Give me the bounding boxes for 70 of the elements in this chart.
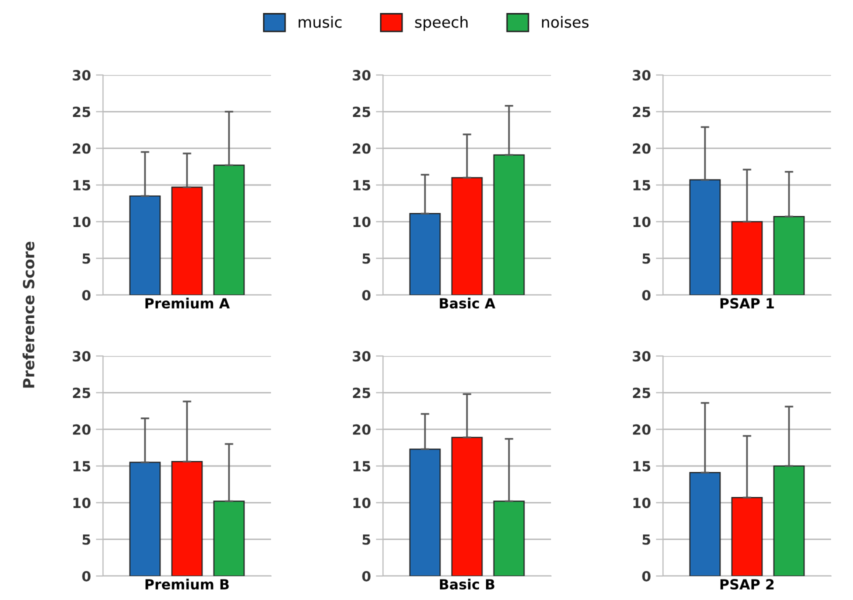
x-tick-label: Premium A — [145, 298, 230, 309]
y-tick-label: 15 — [353, 180, 370, 190]
y-tick-label: 25 — [352, 106, 370, 118]
bar — [451, 177, 483, 295]
bar — [689, 179, 721, 295]
y-tick-label: 20 — [352, 424, 371, 435]
y-tick-label: 10 — [353, 498, 371, 508]
bar — [493, 154, 525, 295]
y-tick-label: 25 — [632, 106, 650, 118]
bar — [731, 221, 763, 295]
bar — [213, 164, 245, 295]
y-tick-label: 10 — [73, 498, 91, 508]
y-tick-label: 25 — [632, 388, 650, 398]
y-tick-label: 0 — [642, 290, 651, 300]
y-tick-label: 0 — [362, 290, 371, 300]
bar — [451, 436, 483, 576]
y-tick-label: 15 — [73, 180, 90, 190]
bar — [171, 461, 203, 576]
y-tick-label: 30 — [632, 70, 651, 80]
bar — [773, 465, 805, 576]
y-tick-label: 15 — [633, 461, 650, 472]
bar — [171, 186, 203, 295]
y-tick-label: 30 — [632, 350, 651, 362]
y-tick-label: 25 — [72, 106, 90, 118]
bar — [731, 496, 763, 576]
y-tick-label: 5 — [642, 534, 650, 545]
bar — [409, 213, 441, 295]
y-tick-label: 5 — [82, 534, 90, 545]
y-tick-label: 15 — [353, 461, 370, 472]
legend-label: speech — [415, 16, 468, 31]
bar — [689, 472, 721, 576]
y-tick-label: 15 — [633, 180, 650, 190]
y-tick-label: 20 — [352, 143, 371, 154]
y-tick-label: 30 — [72, 350, 91, 362]
y-tick-label: 0 — [82, 290, 91, 300]
y-tick-label: 0 — [362, 570, 371, 582]
x-tick-label: Basic B — [440, 578, 494, 590]
y-tick-label: 15 — [73, 461, 90, 472]
y-axis-title: Preference Score — [22, 242, 34, 388]
bar — [493, 500, 525, 576]
y-tick-label: 25 — [72, 388, 90, 398]
y-tick-label: 0 — [642, 570, 651, 582]
y-tick-label: 25 — [352, 388, 370, 398]
x-tick-label: PSAP 1 — [720, 298, 774, 309]
y-tick-label: 30 — [352, 70, 371, 80]
bar — [129, 462, 161, 576]
bar — [773, 216, 805, 295]
y-tick-label: 10 — [353, 216, 371, 228]
x-tick-label: Premium B — [146, 578, 229, 590]
y-tick-label: 30 — [352, 350, 371, 362]
y-tick-label: 20 — [632, 143, 651, 154]
y-tick-label: 20 — [632, 424, 651, 435]
y-tick-label: 5 — [362, 253, 370, 264]
y-tick-label: 30 — [72, 70, 91, 80]
y-tick-label: 10 — [633, 498, 651, 508]
y-tick-label: 5 — [362, 534, 370, 545]
bar — [409, 448, 441, 576]
bar — [213, 500, 245, 576]
legend-label: music — [298, 16, 342, 28]
legend-label: noises — [542, 16, 589, 28]
x-tick-label: PSAP 2 — [720, 579, 774, 590]
y-tick-label: 20 — [72, 424, 91, 435]
x-tick-label: Basic A — [440, 298, 496, 309]
y-tick-label: 0 — [82, 570, 91, 582]
y-tick-label: 20 — [72, 143, 91, 154]
y-tick-label: 10 — [633, 216, 651, 228]
y-tick-label: 10 — [73, 216, 91, 228]
y-tick-label: 5 — [642, 253, 650, 264]
bar — [129, 195, 161, 295]
y-tick-label: 5 — [82, 253, 90, 264]
